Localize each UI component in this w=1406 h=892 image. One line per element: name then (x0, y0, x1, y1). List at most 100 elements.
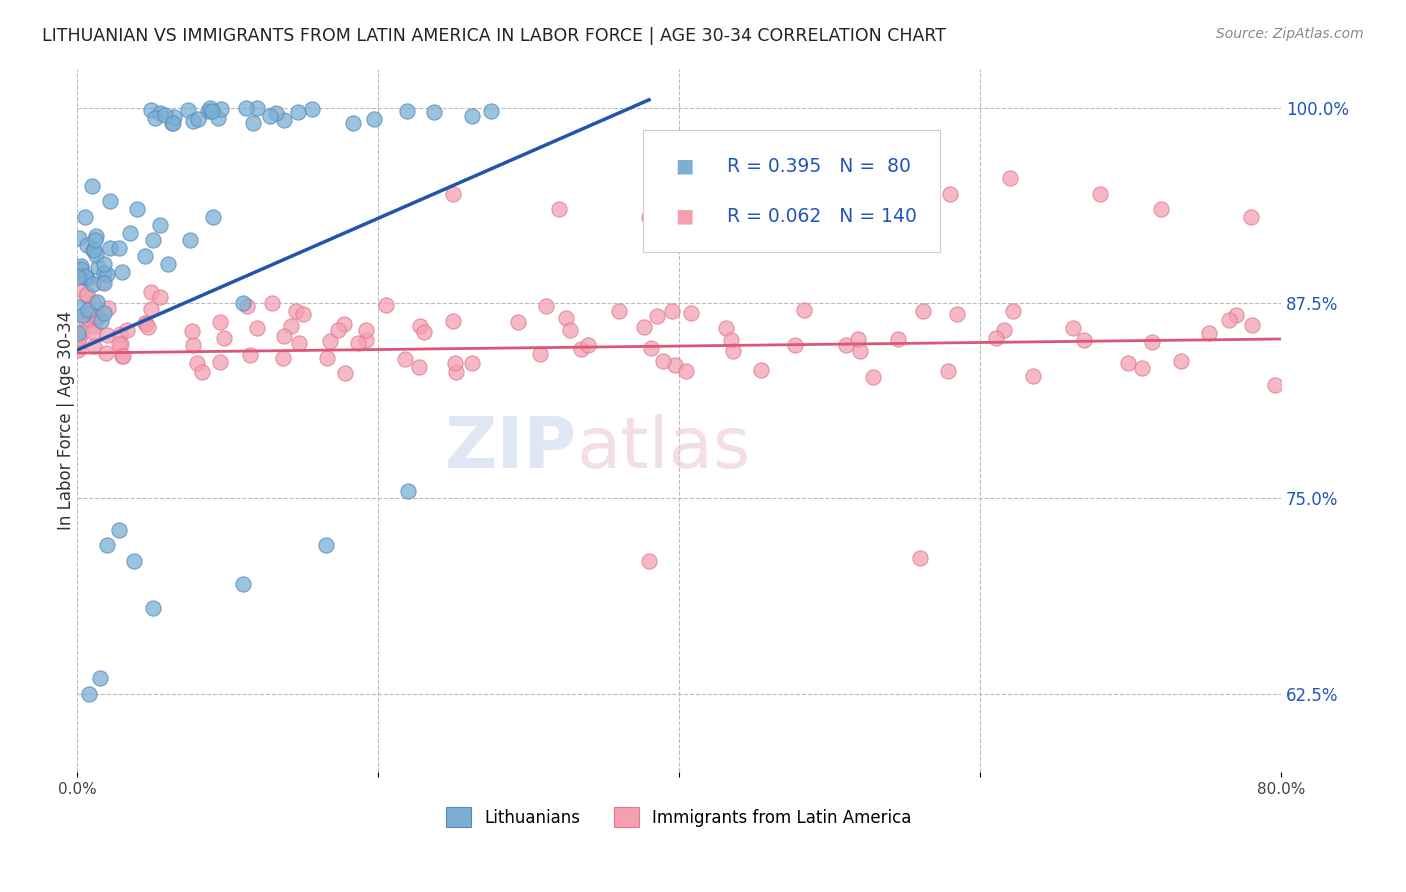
Point (271, 351, 294, 365)
Point (697, 163, 720, 178)
Point (363, 112, 385, 127)
Point (1073, 333, 1095, 347)
Point (67, 269, 90, 284)
Point (555, 311, 578, 326)
Point (97, 301, 120, 315)
Point (273, 329, 295, 343)
Point (443, 186, 465, 201)
Point (208, 315, 231, 329)
Point (117, 323, 139, 337)
Point (67, 300, 90, 314)
Point (73, 311, 96, 326)
Point (1090, 186, 1112, 201)
Text: atlas: atlas (576, 414, 751, 483)
Point (461, 356, 484, 370)
Point (315, 538, 337, 552)
Point (1142, 335, 1164, 350)
Point (198, 101, 221, 115)
Point (246, 321, 269, 335)
Text: ZIP: ZIP (444, 414, 576, 483)
Point (723, 344, 745, 359)
Point (547, 202, 569, 217)
Point (375, 298, 398, 312)
Point (749, 363, 772, 377)
Point (652, 354, 675, 368)
Point (444, 356, 467, 370)
Point (70, 259, 93, 273)
Point (232, 577, 254, 591)
Point (82, 325, 104, 339)
Point (96, 267, 118, 281)
Point (201, 104, 224, 119)
Point (108, 523, 131, 537)
Point (1264, 377, 1286, 392)
Point (408, 319, 430, 334)
Point (135, 317, 157, 331)
Point (107, 337, 129, 351)
Point (76, 238, 98, 252)
Point (908, 550, 931, 565)
Point (783, 337, 806, 351)
Point (96, 327, 118, 342)
Point (984, 331, 1007, 345)
Legend: Lithuanians, Immigrants from Latin America: Lithuanians, Immigrants from Latin Ameri… (440, 800, 918, 834)
Point (675, 364, 697, 378)
Point (333, 366, 356, 380)
Point (529, 347, 551, 361)
Point (67, 331, 90, 345)
Point (789, 178, 811, 193)
Point (326, 323, 349, 337)
Point (73, 268, 96, 283)
Point (190, 365, 212, 379)
Point (153, 108, 176, 122)
Point (1225, 309, 1247, 323)
Point (394, 352, 416, 367)
Point (607, 304, 630, 318)
Point (163, 110, 186, 124)
Point (82, 178, 104, 193)
Point (441, 313, 464, 327)
Point (82, 294, 104, 309)
Point (1132, 361, 1154, 376)
Point (111, 349, 134, 363)
Point (834, 338, 856, 352)
Point (93, 266, 115, 280)
Point (181, 114, 204, 128)
Point (89, 671, 111, 685)
Point (149, 290, 172, 304)
Point (945, 307, 967, 321)
Point (638, 554, 661, 568)
Point (208, 355, 231, 369)
Point (1022, 369, 1045, 384)
Point (83, 318, 105, 333)
Point (1218, 313, 1240, 327)
Point (209, 102, 232, 116)
Point (319, 334, 342, 348)
Point (90, 314, 112, 328)
Point (77, 313, 100, 327)
Point (301, 102, 323, 116)
Point (1170, 354, 1192, 368)
Point (197, 104, 219, 119)
Point (134, 249, 156, 263)
Point (661, 303, 683, 318)
Point (292, 307, 315, 321)
Point (235, 101, 257, 115)
Point (1062, 321, 1084, 335)
Point (259, 109, 281, 123)
Point (236, 300, 259, 314)
Point (479, 103, 502, 118)
Point (1240, 210, 1263, 224)
Point (181, 338, 204, 352)
Point (139, 285, 162, 299)
Point (98, 241, 121, 255)
Point (100, 194, 122, 209)
Point (186, 356, 208, 370)
Point (354, 323, 377, 337)
Point (93, 257, 115, 271)
Point (66, 343, 89, 357)
Point (347, 336, 370, 351)
Point (640, 342, 662, 356)
Point (77, 302, 100, 317)
Point (127, 202, 149, 217)
